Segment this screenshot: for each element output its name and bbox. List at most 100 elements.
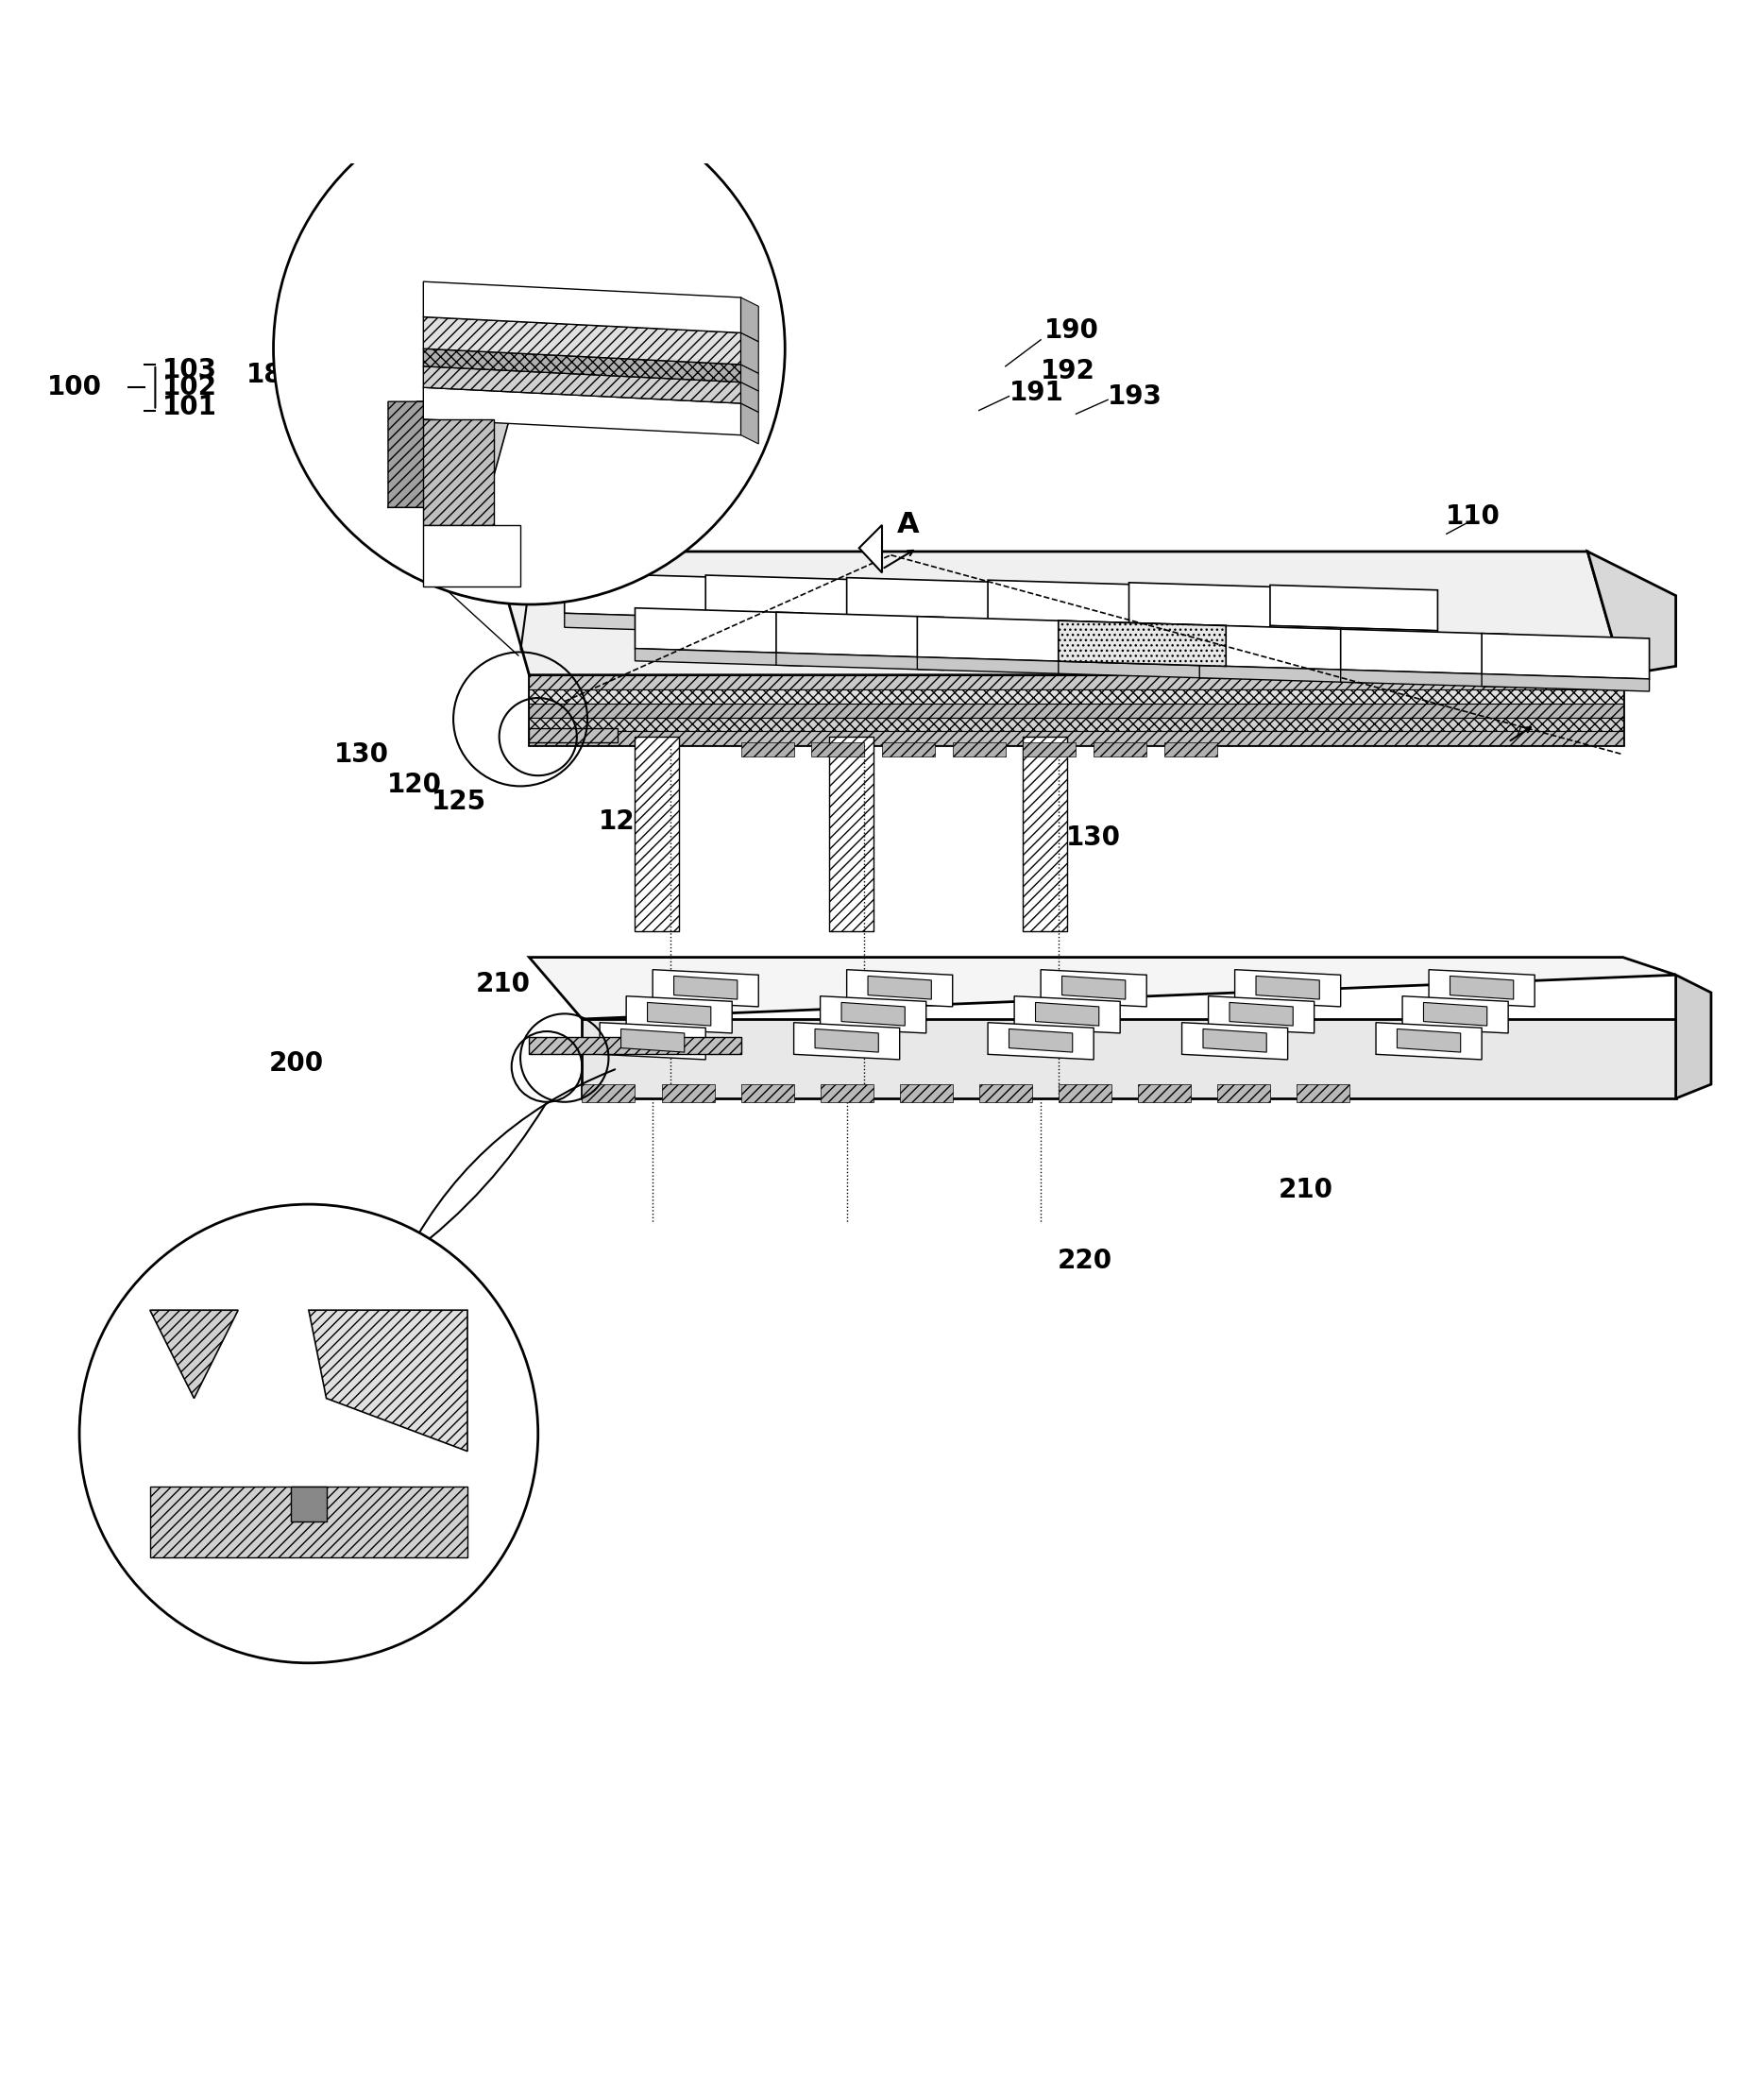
Text: 120: 120	[386, 772, 443, 797]
Polygon shape	[1203, 1029, 1267, 1052]
Text: 130: 130	[1065, 824, 1122, 851]
Polygon shape	[529, 958, 1676, 1018]
Polygon shape	[815, 1029, 878, 1052]
Text: 120: 120	[598, 809, 654, 834]
Polygon shape	[1035, 1002, 1099, 1027]
Polygon shape	[847, 970, 953, 1006]
Polygon shape	[953, 742, 1005, 757]
Polygon shape	[150, 1487, 467, 1558]
Polygon shape	[1094, 742, 1147, 757]
Polygon shape	[529, 675, 1623, 746]
Polygon shape	[529, 675, 1623, 690]
Polygon shape	[1058, 1085, 1111, 1102]
Text: 103: 103	[162, 358, 217, 383]
Circle shape	[273, 92, 785, 604]
Polygon shape	[979, 1085, 1032, 1102]
Text: 180: 180	[245, 362, 302, 389]
Polygon shape	[868, 976, 931, 999]
Polygon shape	[741, 404, 759, 443]
Text: 190: 190	[706, 234, 759, 261]
Text: 130: 130	[351, 504, 407, 529]
Polygon shape	[529, 728, 617, 742]
Polygon shape	[150, 1311, 238, 1399]
Polygon shape	[309, 1311, 467, 1451]
Polygon shape	[1023, 736, 1067, 930]
Polygon shape	[1341, 629, 1508, 675]
Polygon shape	[1270, 585, 1438, 631]
Polygon shape	[582, 1085, 635, 1102]
Text: A: A	[898, 512, 919, 539]
Polygon shape	[1058, 621, 1226, 667]
Text: 130: 130	[333, 740, 390, 767]
Polygon shape	[1164, 742, 1217, 757]
Polygon shape	[291, 1487, 326, 1522]
Polygon shape	[1588, 552, 1676, 675]
Polygon shape	[741, 364, 759, 391]
Text: 210: 210	[475, 970, 531, 997]
Text: 210: 210	[1277, 1177, 1334, 1204]
Polygon shape	[529, 703, 1623, 717]
Polygon shape	[741, 742, 794, 757]
Polygon shape	[582, 1018, 1676, 1098]
Polygon shape	[662, 1085, 714, 1102]
Polygon shape	[859, 525, 882, 573]
Polygon shape	[1482, 673, 1649, 692]
Polygon shape	[741, 383, 759, 412]
Text: 212: 212	[228, 1564, 282, 1591]
Polygon shape	[811, 742, 864, 757]
Polygon shape	[1397, 1029, 1461, 1052]
Polygon shape	[564, 573, 732, 619]
Polygon shape	[626, 995, 732, 1033]
Polygon shape	[1402, 995, 1508, 1033]
Polygon shape	[423, 418, 494, 525]
Polygon shape	[776, 652, 944, 669]
Polygon shape	[1200, 625, 1367, 671]
Polygon shape	[635, 736, 679, 930]
Polygon shape	[1129, 623, 1297, 642]
Polygon shape	[841, 1002, 905, 1027]
Polygon shape	[529, 732, 1623, 746]
Polygon shape	[423, 282, 741, 332]
Polygon shape	[988, 621, 1155, 640]
Polygon shape	[1256, 976, 1319, 999]
Polygon shape	[1062, 976, 1125, 999]
Polygon shape	[529, 690, 1623, 703]
Polygon shape	[529, 1037, 741, 1054]
Text: 100: 100	[48, 374, 102, 401]
Polygon shape	[423, 525, 520, 588]
Polygon shape	[635, 608, 803, 654]
Polygon shape	[1297, 1085, 1349, 1102]
Polygon shape	[621, 1029, 684, 1052]
Polygon shape	[1058, 661, 1226, 680]
Polygon shape	[1129, 583, 1297, 627]
Polygon shape	[1424, 1002, 1487, 1027]
Text: 192: 192	[1041, 358, 1095, 385]
Polygon shape	[635, 648, 803, 665]
Polygon shape	[1182, 1022, 1288, 1060]
Polygon shape	[776, 613, 944, 659]
Text: 211: 211	[219, 1518, 273, 1543]
Polygon shape	[600, 1022, 706, 1060]
Text: 220: 220	[1057, 1248, 1113, 1273]
Polygon shape	[988, 1022, 1094, 1060]
Polygon shape	[1341, 669, 1508, 688]
Polygon shape	[564, 613, 732, 631]
Polygon shape	[1208, 995, 1314, 1033]
Polygon shape	[706, 615, 873, 636]
Polygon shape	[388, 401, 466, 508]
Text: 190: 190	[1044, 318, 1099, 345]
Polygon shape	[741, 332, 759, 374]
Text: 191: 191	[1009, 378, 1064, 406]
Text: 110: 110	[1446, 504, 1499, 529]
Polygon shape	[829, 736, 873, 930]
Polygon shape	[820, 995, 926, 1033]
Text: 191: 191	[617, 255, 670, 282]
Polygon shape	[1217, 1085, 1270, 1102]
Text: 101: 101	[162, 393, 217, 420]
Text: 193: 193	[732, 309, 785, 335]
Polygon shape	[1200, 665, 1367, 684]
Polygon shape	[1376, 1022, 1482, 1060]
Polygon shape	[653, 970, 759, 1006]
Polygon shape	[1023, 742, 1076, 757]
Polygon shape	[1058, 621, 1226, 667]
